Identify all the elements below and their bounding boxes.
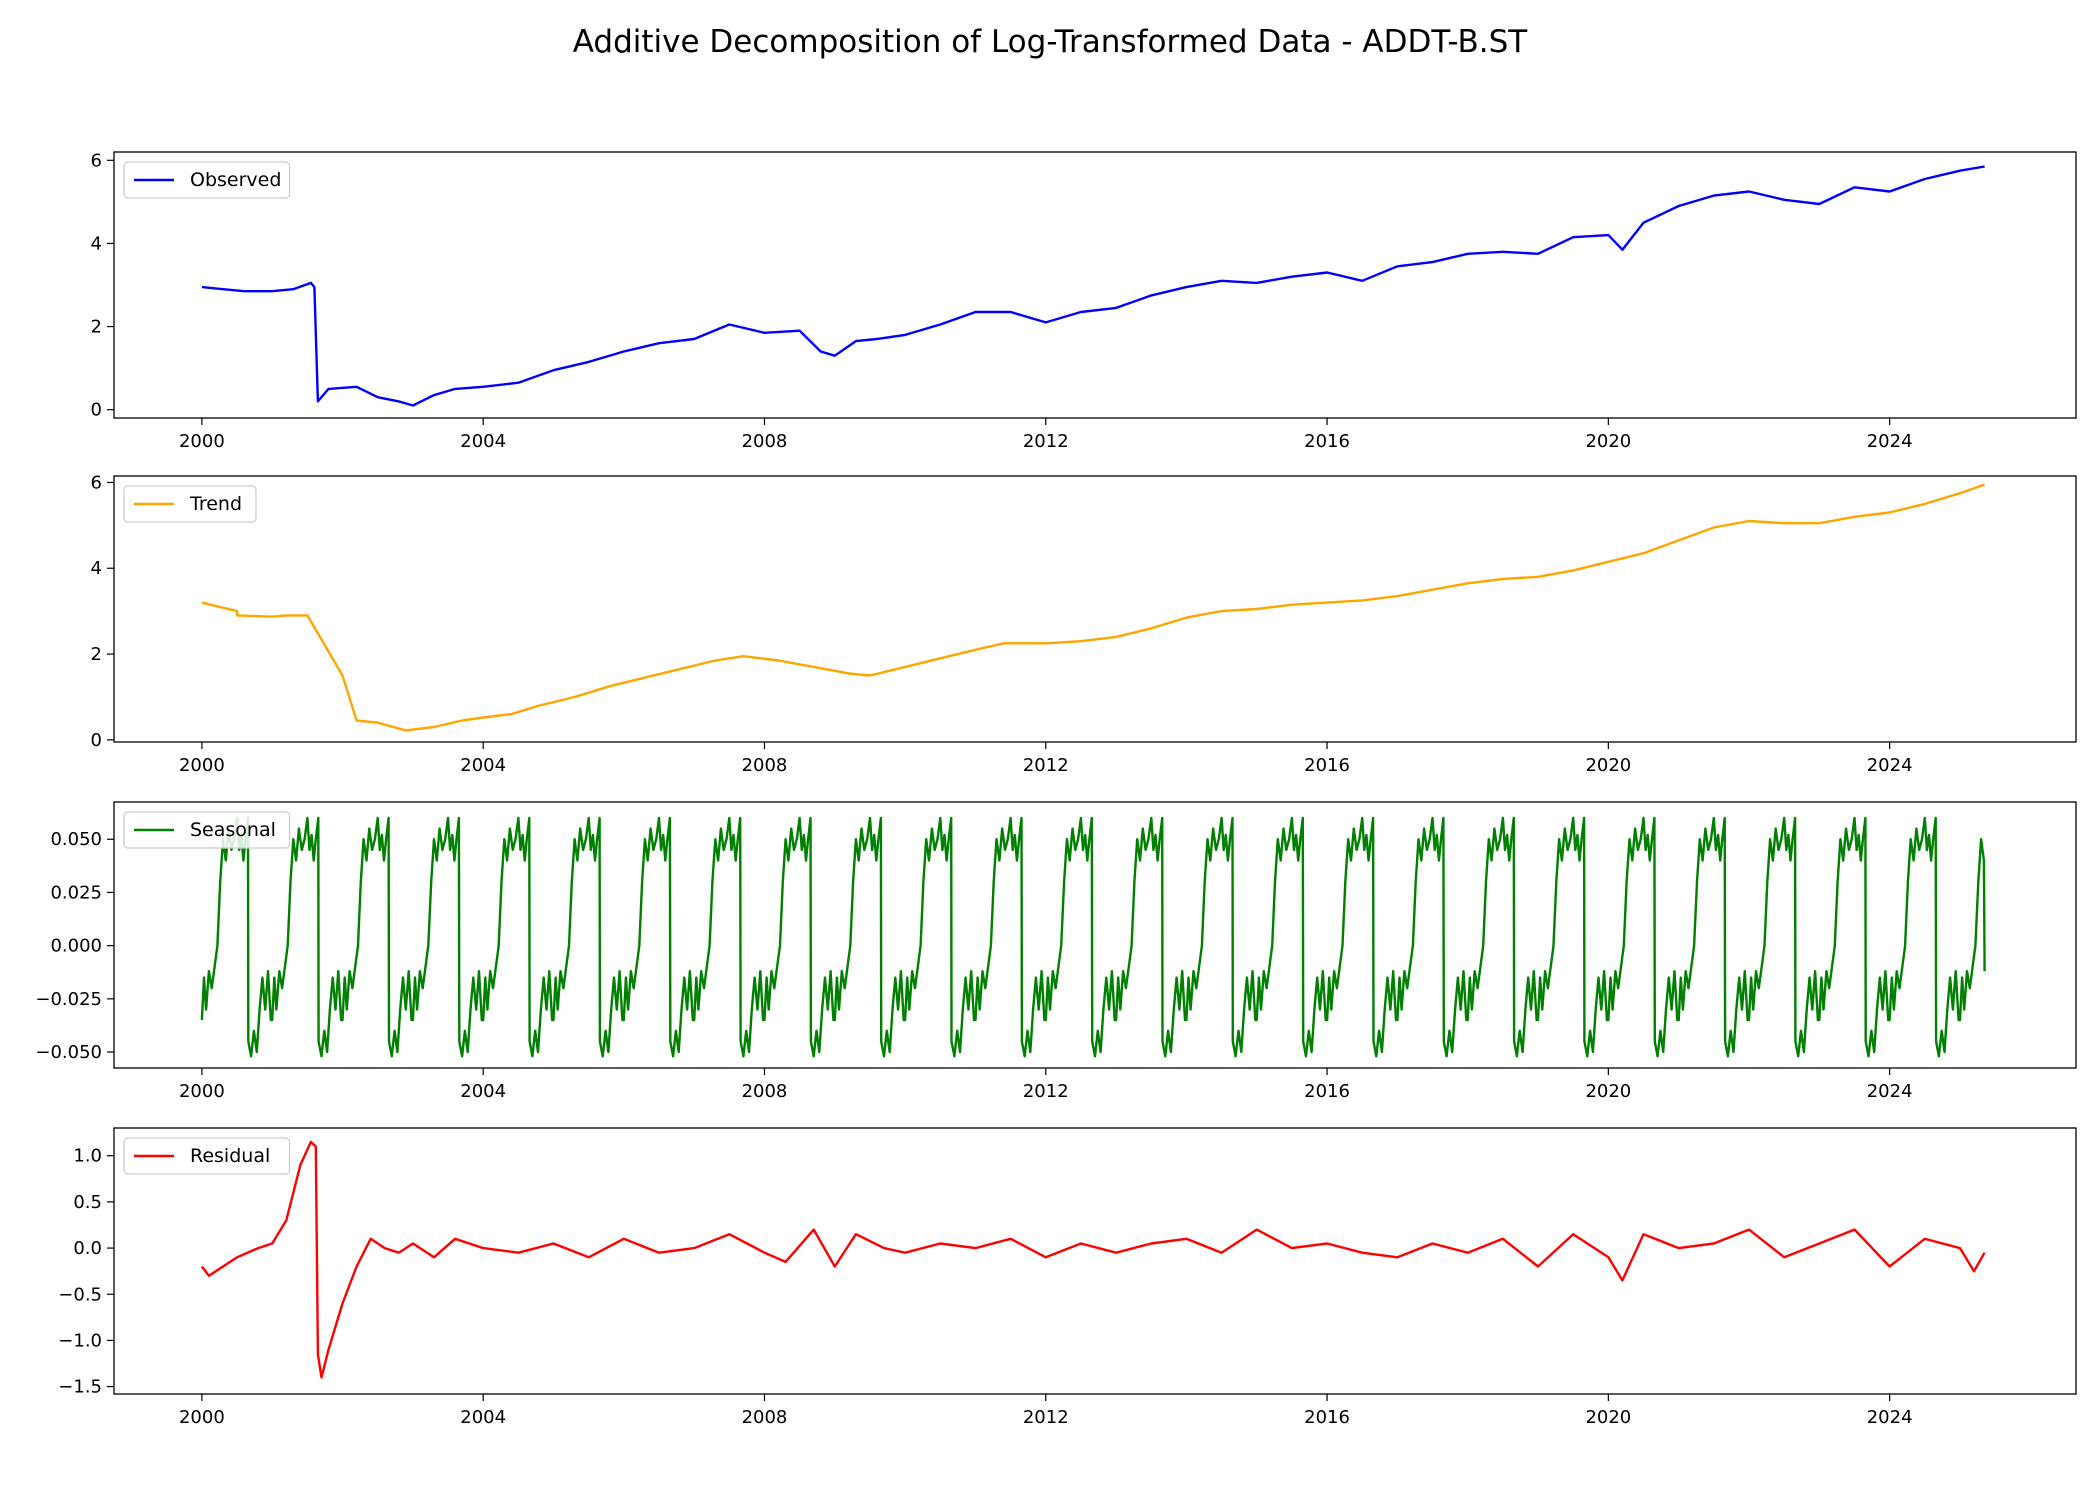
trend-axes-frame — [113, 475, 2077, 743]
observed-axes-frame — [113, 151, 2077, 419]
residual-x-tick-label: 2008 — [742, 1407, 788, 1428]
panel-residual: 2000 2004 2008 2012 2016 2020 2024 −1.5 −1.0 −0.5… — [58, 1127, 2077, 1428]
panel-trend: 2000 2004 2008 2012 2016 2020 2024 0 2 4 6 Trend — [91, 472, 2077, 776]
trend-y-tick-label: 4 — [91, 558, 102, 579]
residual-axes-frame — [113, 1127, 2077, 1395]
observed-x-tick-label: 2004 — [460, 431, 506, 452]
residual-x-tick-label: 2024 — [1867, 1407, 1913, 1428]
seasonal-y-tick-label: −0.050 — [35, 1042, 102, 1063]
seasonal-y-tick-label: 0.000 — [50, 936, 102, 957]
residual-y-tick-label: 1.0 — [73, 1146, 102, 1167]
observed-legend: Observed — [123, 161, 291, 199]
residual-y-tick-label: −1.5 — [58, 1377, 102, 1398]
seasonal-x-tick-label: 2000 — [179, 1081, 225, 1102]
observed-x-tick-label: 2024 — [1867, 431, 1913, 452]
residual-y-tick-label: 0.0 — [73, 1238, 102, 1259]
trend-y-tick-label: 0 — [91, 730, 102, 751]
residual-legend: Residual — [123, 1137, 291, 1175]
observed-x-tick-label: 2012 — [1023, 431, 1069, 452]
residual-x-tick-label: 2000 — [179, 1407, 225, 1428]
observed-x-tick-label: 2000 — [179, 431, 225, 452]
subplot-panels: 2000 2004 2008 2012 2016 2020 2024 0 2 4 6 Observed… — [35, 150, 2077, 1428]
trend-series-line — [201, 483, 1985, 732]
trend-legend-label: Trend — [189, 493, 242, 515]
residual-legend-label: Residual — [190, 1145, 270, 1167]
trend-y-tick-label: 2 — [91, 644, 102, 665]
seasonal-x-tick-label: 2008 — [742, 1081, 788, 1102]
observed-y-tick-label: 4 — [91, 233, 102, 254]
trend-x-tick-label: 2020 — [1585, 755, 1631, 776]
panel-observed: 2000 2004 2008 2012 2016 2020 2024 0 2 4 6 Observed — [91, 150, 2077, 452]
residual-y-tick-label: −1.0 — [58, 1330, 102, 1351]
seasonal-legend-label: Seasonal — [190, 819, 276, 841]
observed-x-tick-label: 2020 — [1585, 431, 1631, 452]
residual-y-tick-label: −0.5 — [58, 1284, 102, 1305]
seasonal-y-tick-label: 0.025 — [50, 882, 102, 903]
residual-x-tick-label: 2020 — [1585, 1407, 1631, 1428]
residual-legend-box — [123, 1137, 291, 1175]
seasonal-x-tick-label: 2016 — [1304, 1081, 1350, 1102]
trend-x-tick-label: 2024 — [1867, 755, 1913, 776]
trend-y-tick-label: 6 — [91, 472, 102, 493]
seasonal-axes-frame — [113, 801, 2077, 1069]
seasonal-y-tick-label: −0.025 — [35, 989, 102, 1010]
trend-legend-box — [123, 485, 257, 523]
residual-series-line — [200, 1140, 1986, 1379]
observed-legend-label: Observed — [190, 169, 281, 191]
seasonal-x-tick-label: 2024 — [1867, 1081, 1913, 1102]
trend-x-tick-label: 2012 — [1023, 755, 1069, 776]
residual-y-tick-label: 0.5 — [73, 1192, 102, 1213]
residual-x-tick-label: 2012 — [1023, 1407, 1069, 1428]
observed-legend-box — [123, 161, 291, 199]
trend-x-tick-label: 2016 — [1304, 755, 1350, 776]
trend-x-tick-label: 2008 — [742, 755, 788, 776]
observed-x-tick-label: 2008 — [742, 431, 788, 452]
observed-y-tick-label: 0 — [91, 400, 102, 421]
seasonal-series-line — [200, 816, 1986, 1058]
panel-seasonal: 2000 2004 2008 2012 2016 2020 2024 −0.050 −0.025… — [35, 801, 2077, 1102]
seasonal-legend: Seasonal — [123, 811, 291, 849]
trend-x-tick-label: 2004 — [460, 755, 506, 776]
residual-x-tick-label: 2016 — [1304, 1407, 1350, 1428]
trend-legend: Trend — [123, 485, 257, 523]
observed-series-line — [201, 165, 1985, 407]
trend-x-tick-label: 2000 — [179, 755, 225, 776]
seasonal-y-tick-label: 0.050 — [50, 829, 102, 850]
seasonal-x-tick-label: 2020 — [1585, 1081, 1631, 1102]
seasonal-x-tick-label: 2012 — [1023, 1081, 1069, 1102]
observed-x-tick-label: 2016 — [1304, 431, 1350, 452]
residual-x-tick-label: 2004 — [460, 1407, 506, 1428]
observed-y-tick-label: 6 — [91, 150, 102, 171]
observed-y-tick-label: 2 — [91, 317, 102, 338]
seasonal-legend-box — [123, 811, 291, 849]
seasonal-x-tick-label: 2004 — [460, 1081, 506, 1102]
figure-title: Additive Decomposition of Log-Transforme… — [573, 24, 1529, 60]
